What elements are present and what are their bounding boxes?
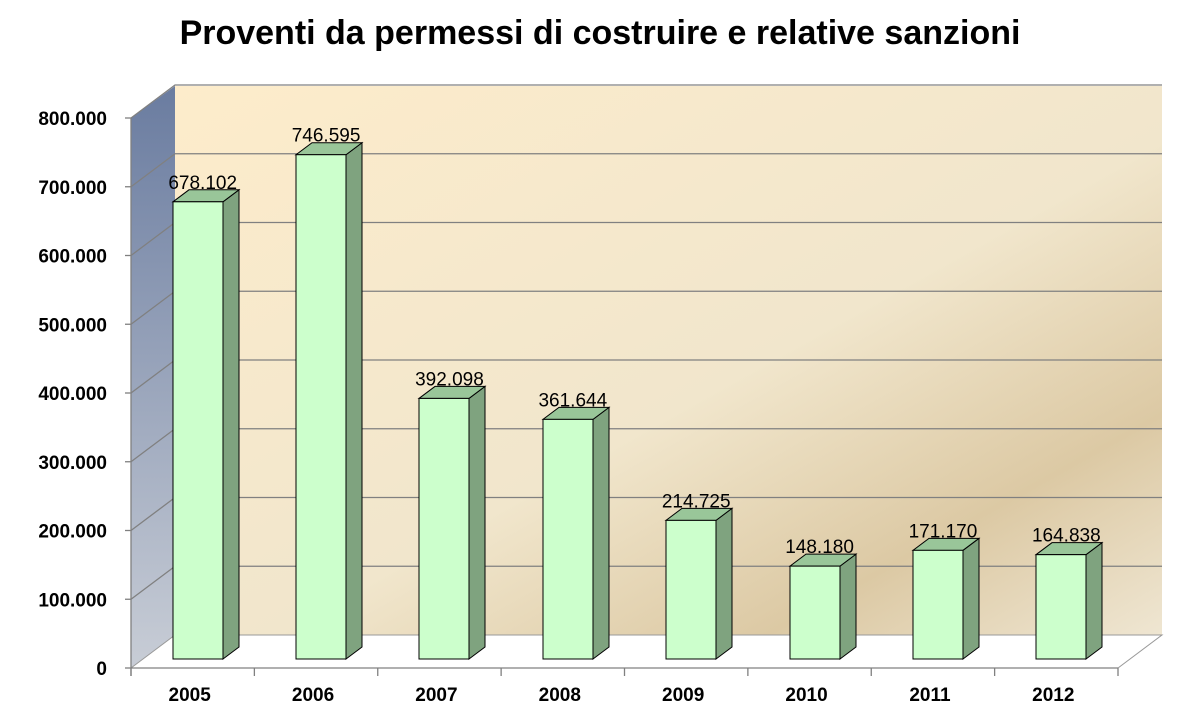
bar — [171, 188, 241, 660]
y-tick-label: 800.000 — [38, 109, 107, 130]
gridline — [130, 153, 1162, 188]
bar-front — [418, 397, 470, 660]
bar-side — [1085, 541, 1103, 660]
bar — [1034, 541, 1104, 660]
y-tick-label: 0 — [96, 659, 107, 680]
bar-side — [222, 188, 240, 660]
x-tick-label: 2007 — [415, 685, 457, 706]
x-tick-label: 2010 — [785, 685, 827, 706]
bar-front — [295, 154, 347, 660]
bar — [417, 385, 487, 660]
y-tick-label: 600.000 — [38, 247, 107, 268]
bar — [664, 507, 734, 660]
data-label: 164.838 — [1032, 526, 1101, 547]
data-label: 171.170 — [909, 521, 978, 542]
data-label: 214.725 — [662, 491, 731, 512]
bar-side — [715, 507, 733, 660]
bar-side — [962, 537, 980, 660]
x-tick-label: 2011 — [909, 685, 951, 706]
gridline — [130, 84, 1162, 119]
bar — [788, 553, 858, 660]
bar-side — [592, 406, 610, 660]
data-label: 361.644 — [538, 390, 607, 411]
y-tick-label: 200.000 — [38, 522, 107, 543]
bar-front — [172, 201, 224, 660]
x-tick-label: 2006 — [292, 685, 334, 706]
y-tick-label: 300.000 — [38, 453, 107, 474]
x-tick-label: 2012 — [1032, 685, 1074, 706]
floor — [129, 634, 1164, 669]
bar-front — [1035, 554, 1087, 660]
data-label: 746.595 — [292, 126, 361, 147]
data-label: 392.098 — [415, 369, 484, 390]
bar-front — [789, 565, 841, 660]
data-label: 678.102 — [168, 173, 237, 194]
x-tick-label: 2005 — [169, 685, 212, 706]
y-tick-label: 700.000 — [38, 178, 107, 199]
x-tick-label: 2009 — [662, 685, 704, 706]
bar — [294, 141, 364, 660]
y-tick-label: 500.000 — [38, 315, 107, 336]
bar — [911, 537, 981, 660]
data-label: 148.180 — [785, 537, 854, 558]
bar-side — [345, 141, 363, 660]
bar-front — [542, 418, 594, 660]
bar-front — [912, 549, 964, 660]
bar — [541, 406, 611, 660]
bar-side — [468, 385, 486, 660]
chart-title: Proventi da permessi di costruire e rela… — [179, 14, 1021, 52]
x-tick-label: 2008 — [539, 685, 581, 706]
bar-front — [665, 519, 717, 660]
y-tick-label: 400.000 — [38, 384, 107, 405]
y-tick-label: 100.000 — [38, 590, 107, 611]
bar-side — [839, 553, 857, 660]
